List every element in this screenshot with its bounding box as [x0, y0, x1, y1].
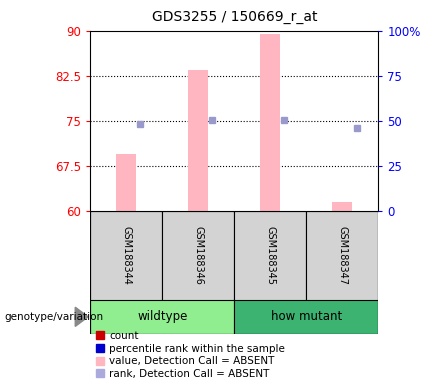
Text: how mutant: how mutant	[271, 310, 342, 323]
Bar	[90, 211, 162, 300]
Bar	[260, 34, 280, 211]
Text: GSM188345: GSM188345	[265, 226, 275, 285]
Bar	[306, 211, 378, 300]
Text: genotype/variation: genotype/variation	[4, 312, 104, 322]
Text: GSM188344: GSM188344	[121, 226, 131, 285]
Bar	[162, 211, 234, 300]
Text: GDS3255 / 150669_r_at: GDS3255 / 150669_r_at	[152, 10, 317, 24]
Bar	[234, 300, 378, 334]
Text: wildtype: wildtype	[137, 310, 187, 323]
Bar	[332, 202, 353, 211]
Bar	[234, 211, 306, 300]
Bar	[116, 154, 136, 211]
Text: GSM188346: GSM188346	[194, 226, 203, 285]
Text: GSM188347: GSM188347	[338, 226, 347, 285]
Bar	[90, 300, 234, 334]
Bar	[188, 70, 209, 211]
Legend: count, percentile rank within the sample, value, Detection Call = ABSENT, rank, : count, percentile rank within the sample…	[95, 331, 285, 379]
